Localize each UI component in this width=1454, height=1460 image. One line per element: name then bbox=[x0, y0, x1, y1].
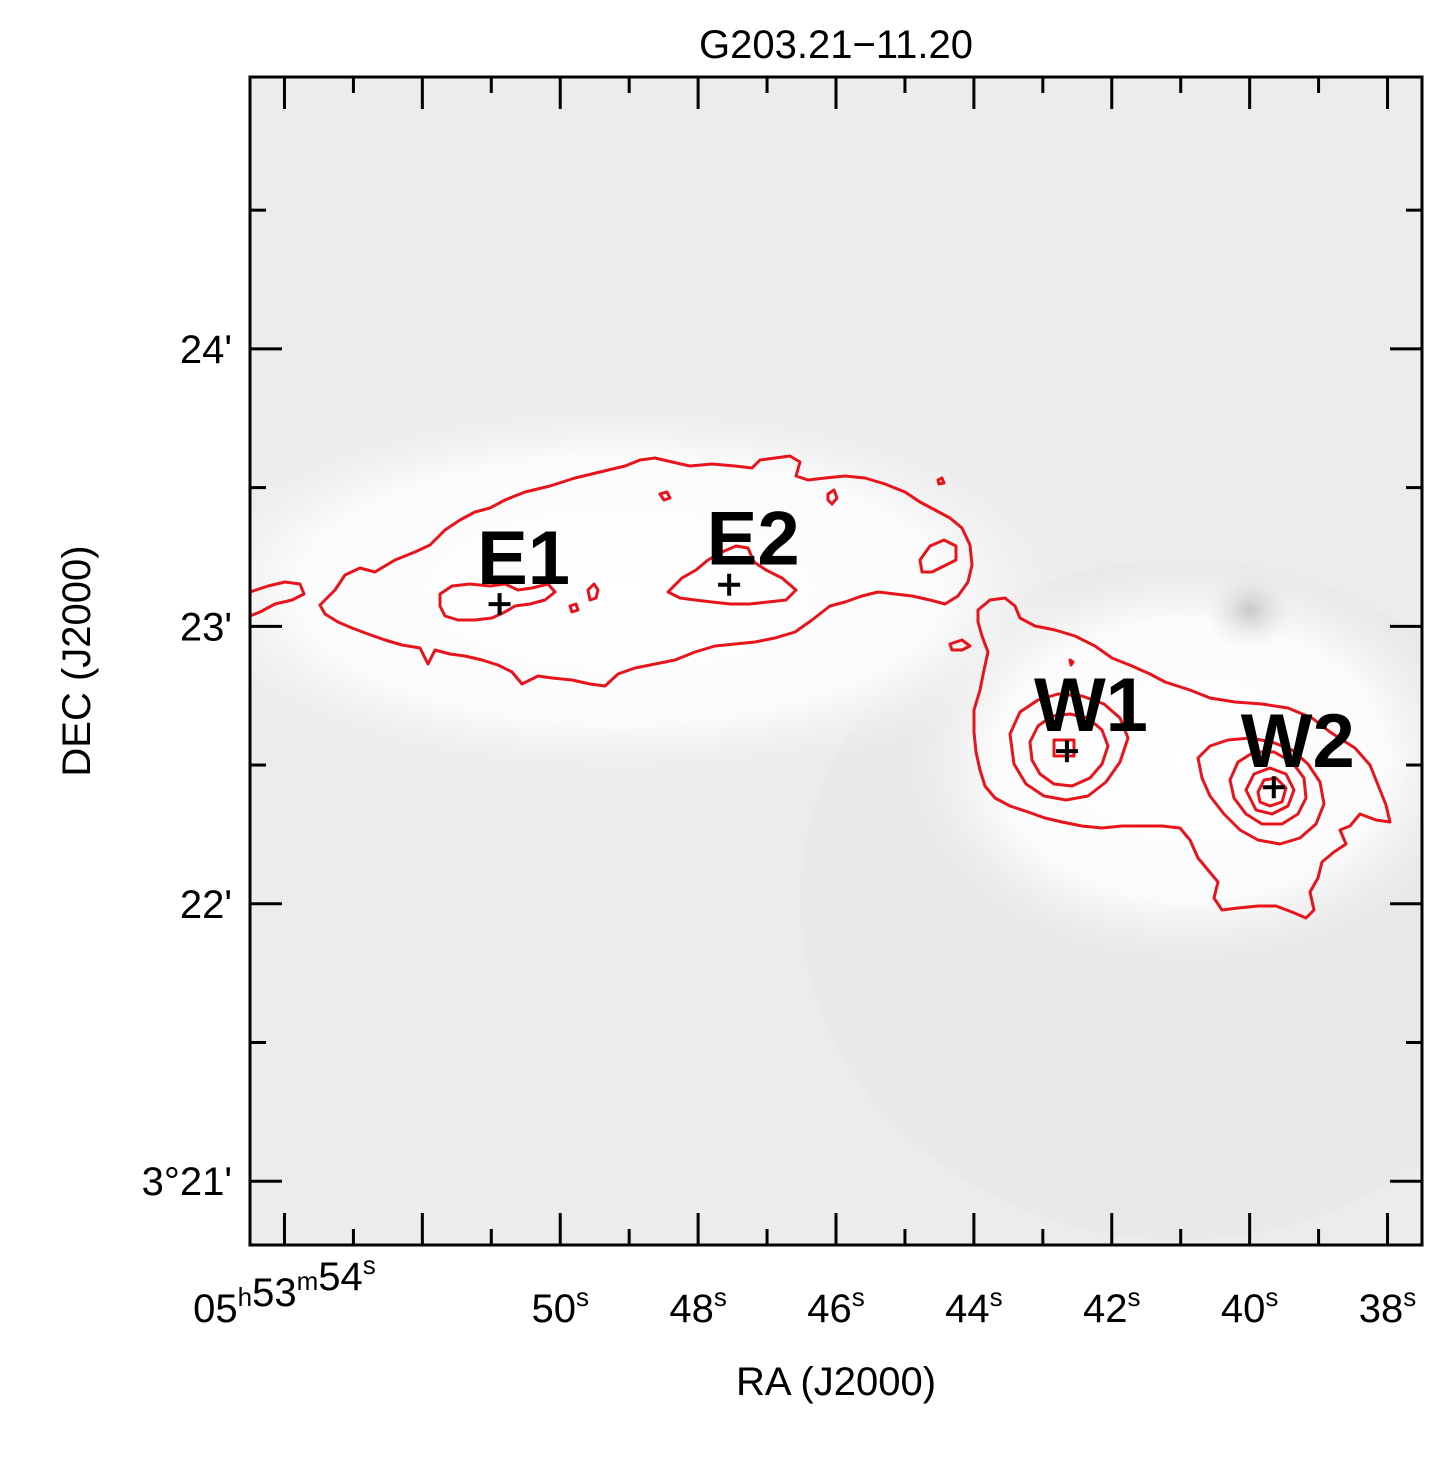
contours bbox=[250, 454, 1392, 920]
contour-edge-left bbox=[250, 580, 306, 618]
y-tick-labels: 24' 23' 22' 3°21' bbox=[142, 328, 232, 1204]
contour-w-outer bbox=[972, 596, 1392, 920]
source-marker-w2 bbox=[1262, 776, 1285, 799]
x-tick-label: 40s bbox=[1221, 1282, 1279, 1331]
contour-blob-3 bbox=[658, 490, 672, 502]
intensity-map bbox=[250, 77, 1422, 1245]
contour-w2-3 bbox=[1228, 750, 1308, 826]
x-tick-label: 05h53m54s bbox=[193, 1250, 376, 1331]
contour-dot bbox=[1068, 658, 1075, 667]
contour-blob-2 bbox=[568, 602, 580, 614]
x-tick-label: 38s bbox=[1359, 1282, 1417, 1331]
axis-ticks bbox=[250, 77, 1422, 1245]
contour-east-outer bbox=[318, 454, 974, 688]
y-tick-label: 22' bbox=[180, 883, 232, 927]
contour-blob-5 bbox=[936, 476, 946, 486]
source-markers: E1 E2 W1 W2 bbox=[477, 497, 1355, 799]
source-marker-e2 bbox=[718, 573, 741, 596]
contour-e2 bbox=[666, 544, 798, 606]
y-tick-label: 23' bbox=[180, 605, 232, 649]
x-tick-label: 48s bbox=[669, 1282, 727, 1331]
source-marker-e1 bbox=[488, 593, 511, 616]
x-tick-label: 50s bbox=[531, 1282, 589, 1331]
source-label-w1: W1 bbox=[1034, 663, 1148, 748]
contour-blob-1 bbox=[586, 582, 600, 602]
contour-w2-4 bbox=[1244, 766, 1296, 816]
contour-blob-7 bbox=[948, 638, 972, 652]
contour-e1 bbox=[438, 582, 557, 622]
contour-blob-4 bbox=[826, 488, 839, 506]
y-tick-label: 3°21' bbox=[142, 1160, 232, 1204]
y-tick-label: 24' bbox=[180, 328, 232, 372]
contour-w1-3 bbox=[1028, 712, 1110, 788]
contour-blob-6 bbox=[918, 538, 958, 574]
source-label-w2: W2 bbox=[1241, 699, 1355, 784]
x-axis-title: RA (J2000) bbox=[736, 1360, 936, 1404]
chart-title: G203.21−11.20 bbox=[699, 23, 973, 67]
x-tick-labels: 05h53m54s 50s 48s 46s 44s 42s 40s 38s bbox=[193, 1250, 1416, 1331]
x-tick-label: 42s bbox=[1083, 1282, 1141, 1331]
y-axis-title: DEC (J2000) bbox=[55, 545, 99, 776]
source-label-e1: E1 bbox=[477, 516, 570, 601]
contour-w1-4 bbox=[1052, 738, 1076, 758]
x-tick-label: 44s bbox=[945, 1282, 1003, 1331]
contour-w1-2 bbox=[1008, 692, 1130, 802]
contour-w2-5 bbox=[1256, 776, 1288, 808]
source-marker-w1 bbox=[1055, 740, 1078, 763]
source-label-e2: E2 bbox=[707, 497, 800, 582]
x-tick-label: 46s bbox=[807, 1282, 865, 1331]
contour-w2-2 bbox=[1196, 736, 1326, 846]
